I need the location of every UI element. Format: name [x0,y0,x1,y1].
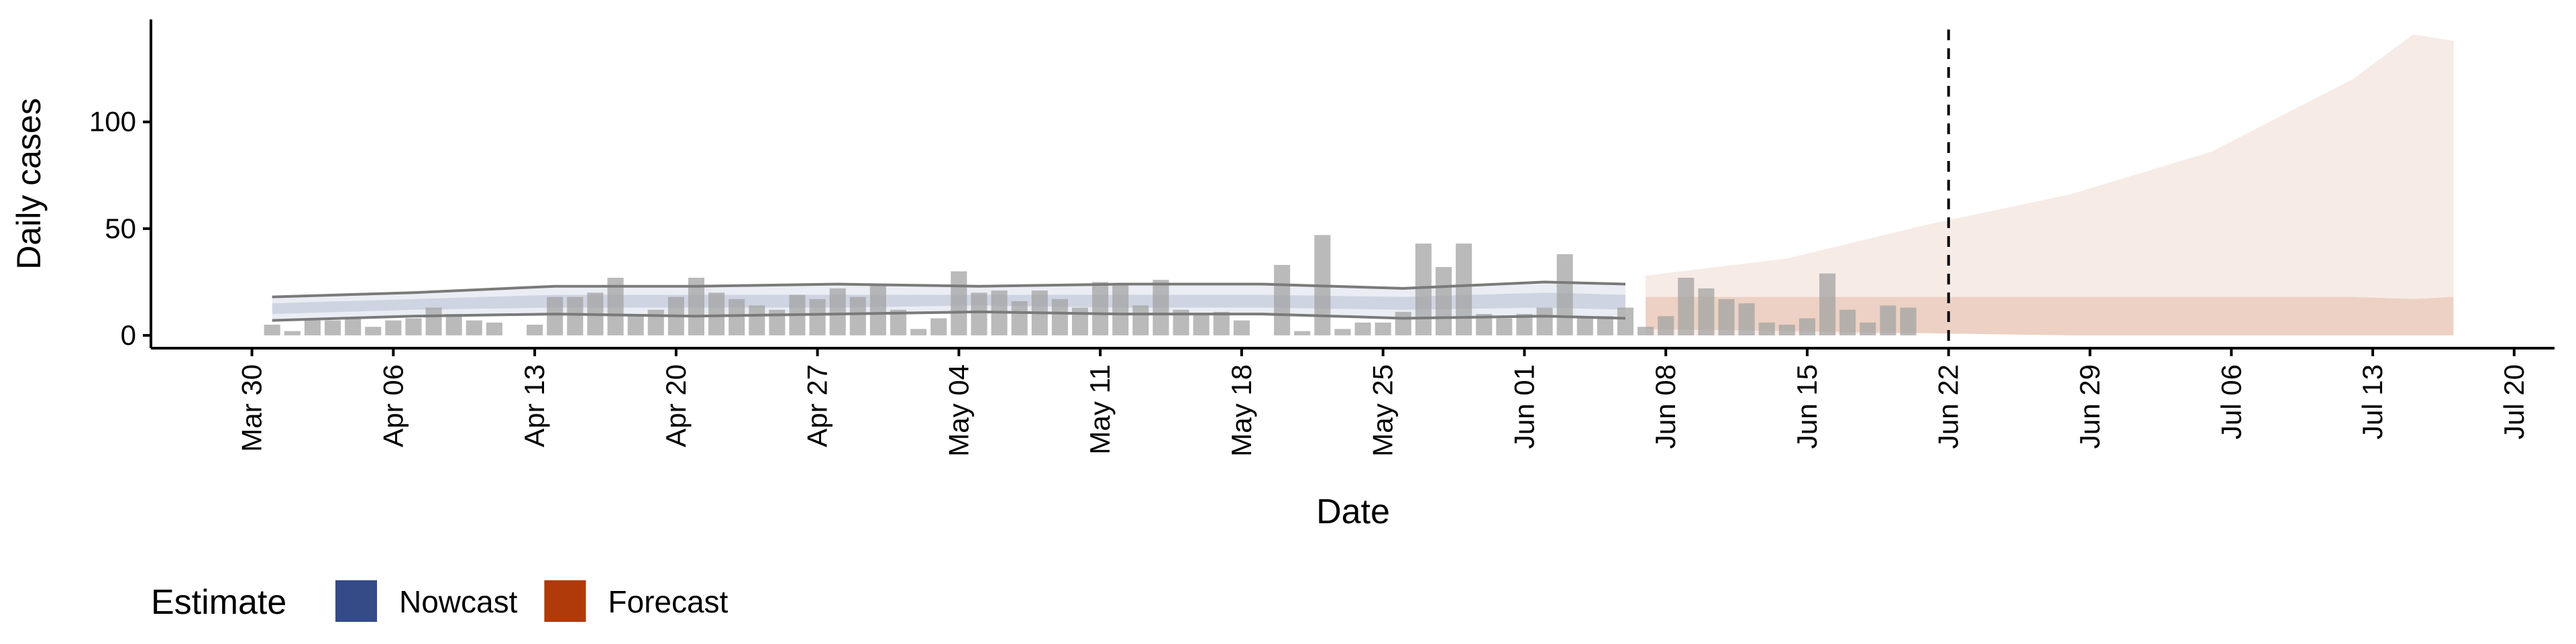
x-tick-label: Jun 22 [1933,364,1964,449]
bar [365,327,382,335]
legend-label: Nowcast [399,584,518,619]
x-tick-label: Jul 06 [2215,364,2247,439]
bar [1638,327,1654,335]
y-tick-label: 100 [89,106,136,138]
bar [1658,316,1674,335]
bar [1799,318,1816,335]
x-tick-label: May 25 [1367,364,1399,457]
x-tick-label: Jun 08 [1650,364,1681,449]
bar [445,314,462,335]
bar [1193,314,1210,335]
bar [304,320,321,335]
bar [1294,331,1311,335]
bar [264,325,280,335]
x-tick-label: Apr 20 [660,364,692,447]
x-tick-label: Jul 20 [2498,364,2530,439]
x-axis-title: Date [1316,492,1390,531]
bar [729,299,745,335]
x-tick-label: Apr 13 [519,364,550,447]
bar [1334,329,1351,335]
bar [809,299,826,335]
bar [971,292,987,335]
bar [1819,273,1836,335]
x-tick-label: Jun 29 [2074,364,2105,449]
bar [1354,322,1371,335]
bar [1092,282,1109,335]
x-tick-label: May 04 [943,364,974,457]
bound-line [272,280,1626,299]
x-tick-label: Jun 15 [1791,364,1823,449]
bar [951,271,967,335]
bar [1597,316,1613,335]
x-tick-label: Apr 06 [377,364,409,447]
bar [749,305,765,335]
bar [1011,301,1028,335]
bar [1536,307,1553,335]
bar [1456,244,1472,335]
bar [1880,305,1896,335]
bar [1213,311,1230,335]
bar [1617,307,1634,335]
legend-label: Forecast [608,584,728,619]
estimate-band [1646,34,2454,335]
bar [1718,299,1735,335]
x-tick-label: Mar 30 [236,364,268,452]
bar [324,320,341,335]
bar [1698,288,1715,335]
bar [627,314,644,335]
bar [1758,322,1775,335]
bar [1738,303,1755,335]
x-tick-label: Apr 27 [802,364,833,447]
bar [1435,267,1452,335]
bar [1152,280,1169,335]
y-tick-label: 0 [121,319,136,351]
bar [1395,311,1411,335]
x-tick-label: Jun 01 [1508,364,1540,449]
bar [1274,264,1291,335]
bar [527,325,543,335]
bar [1233,320,1250,335]
legend-key [335,580,377,622]
bar [486,322,502,335]
bar [1375,322,1391,335]
bar [1112,284,1129,335]
bound-line [272,310,1626,322]
bar [1678,278,1695,335]
bar [647,309,664,335]
bar [708,292,725,335]
x-tick-label: May 11 [1084,364,1116,455]
bar [1839,309,1856,335]
bar [284,331,301,335]
bar [1132,305,1149,335]
y-tick-label: 50 [105,213,136,244]
bar [829,288,846,335]
bar [466,320,482,335]
bar [1556,254,1573,335]
bar [1496,318,1513,335]
bar [910,329,927,335]
legend-key [544,580,586,622]
y-axis-title: Daily cases [10,98,48,270]
bar [405,318,422,335]
bar [1778,325,1795,335]
bar [1071,307,1089,335]
legend-title: Estimate [151,583,286,622]
bar [345,318,362,335]
bar [547,297,564,335]
bar [1415,244,1432,335]
bar [1860,322,1876,335]
bar [869,284,886,335]
bar [930,318,947,335]
bar [1051,299,1068,335]
bar [425,307,442,335]
bar [849,297,866,335]
bar [1576,318,1593,335]
x-tick-label: Jul 13 [2357,364,2388,439]
x-tick-label: May 18 [1226,364,1257,457]
bar [567,297,584,335]
bar [1900,307,1917,335]
bar [385,320,402,335]
